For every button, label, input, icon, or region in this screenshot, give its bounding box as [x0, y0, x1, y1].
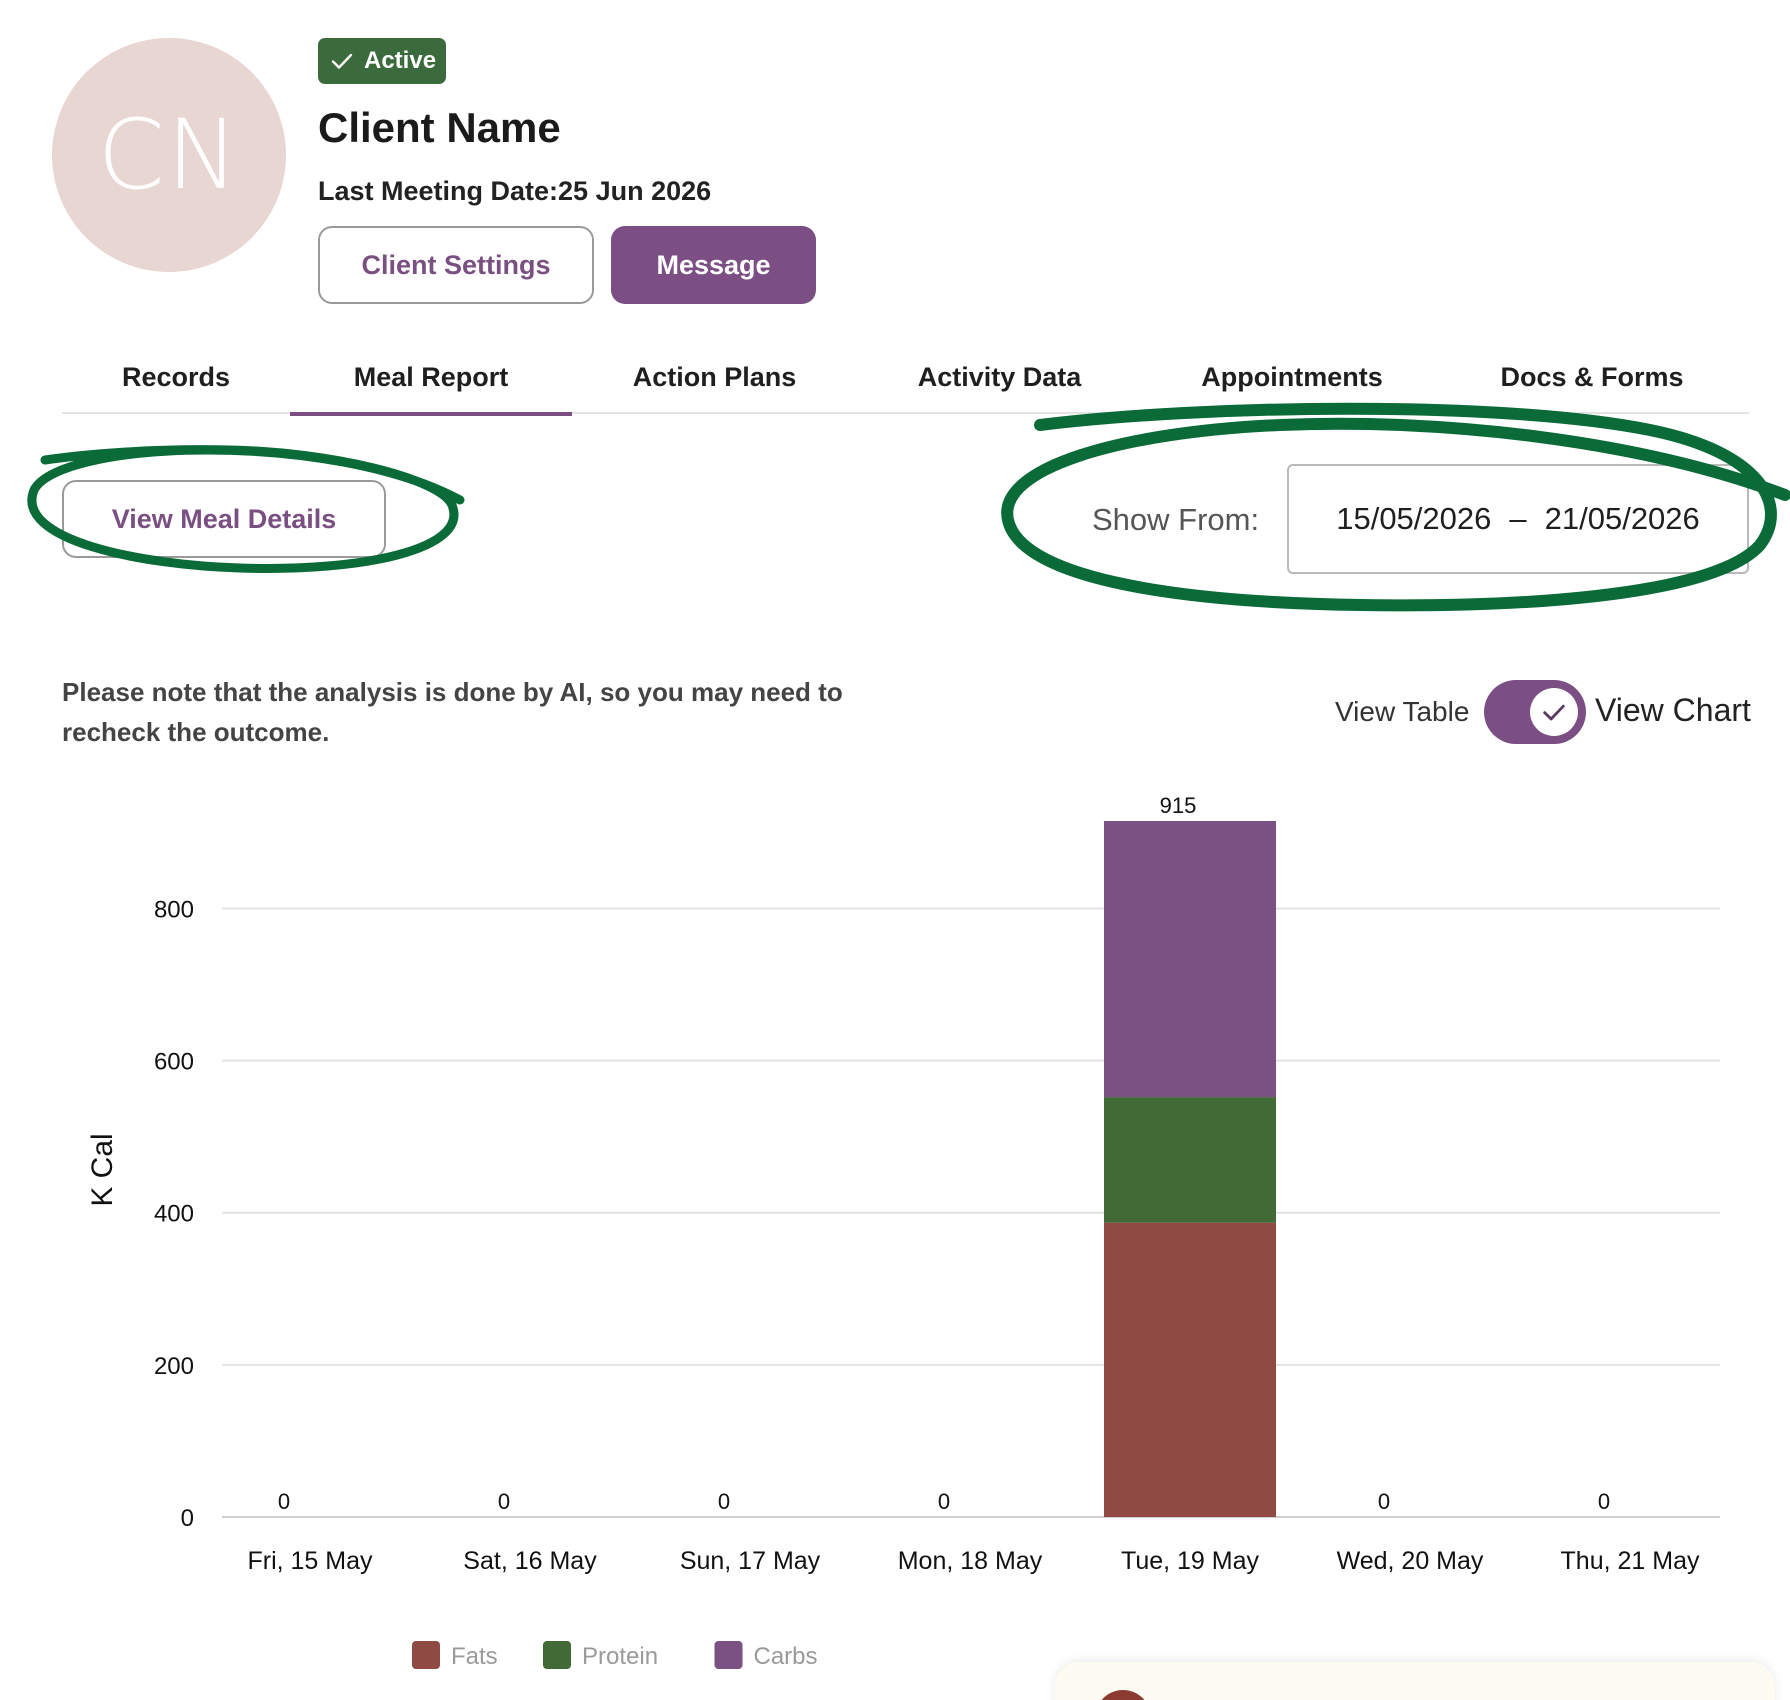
tab-bar: Records Meal Report Action Plans Activit…: [62, 340, 1749, 416]
view-chart-label: View Chart: [1595, 692, 1751, 728]
data-label: 915: [1160, 793, 1197, 818]
legend-label-carbs: Carbs: [754, 1643, 818, 1670]
show-from-label: Show From:: [1092, 502, 1260, 537]
x-tick-label: Fri, 15 May: [247, 1547, 373, 1575]
y-tick-label: 0: [181, 1505, 194, 1532]
x-tick-label: Sat, 16 May: [463, 1547, 597, 1575]
y-tick-label: 400: [154, 1201, 194, 1228]
legend-swatch-protein: [543, 1641, 571, 1669]
bar-segment-carbs: [1104, 821, 1276, 1098]
bar-segment-fats: [1104, 1222, 1276, 1517]
x-tick-label: Thu, 21 May: [1561, 1547, 1700, 1575]
view-table-label: View Table: [1335, 696, 1470, 727]
tab-action-plans[interactable]: Action Plans: [632, 361, 797, 392]
bar-segment-protein: [1104, 1097, 1276, 1223]
y-axis-label: K Cal: [86, 1133, 119, 1206]
toggle-knob: [1530, 688, 1578, 736]
legend-swatch-carbs: [714, 1641, 743, 1669]
tab-appointments[interactable]: Appointments: [1201, 361, 1383, 392]
view-toggle-switch[interactable]: [1484, 680, 1586, 744]
data-label: 0: [938, 1489, 950, 1514]
client-name: Client Name: [318, 104, 561, 151]
last-meeting-date: Last Meeting Date:25 Jun 2026: [318, 176, 712, 206]
message-button[interactable]: Message: [611, 226, 816, 304]
meal-macro-chart: K Cal 0 200 400 600 800 0 Fri, 15 May 0 Sat, 16…: [86, 793, 1720, 1670]
data-label: 0: [1598, 1489, 1610, 1514]
tab-records[interactable]: Records: [121, 361, 231, 392]
x-tick-label: Tue, 19 May: [1121, 1547, 1260, 1575]
y-tick-label: 600: [154, 1049, 194, 1076]
tab-docs-forms[interactable]: Docs & Forms: [1500, 361, 1684, 392]
client-settings-button[interactable]: Client Settings: [318, 226, 594, 304]
ai-analysis-note: Please note that the analysis is done by…: [62, 677, 843, 747]
bottom-card-avatar: [1095, 1690, 1151, 1700]
bottom-popup-card: [1055, 1662, 1775, 1700]
tab-activity-data[interactable]: Activity Data: [917, 361, 1082, 392]
date-range-end: 21/05/2026: [1544, 501, 1700, 536]
x-tick-label: Wed, 20 May: [1337, 1547, 1484, 1575]
avatar: CN: [52, 38, 286, 272]
data-label: 0: [1378, 1489, 1390, 1514]
status-badge: Active: [318, 38, 447, 84]
legend-label-protein: Protein: [582, 1643, 658, 1670]
data-label: 0: [718, 1489, 730, 1514]
avatar-initials: CN: [97, 99, 241, 211]
y-tick-label: 200: [154, 1353, 194, 1380]
date-range-picker[interactable]: 15/05/2026 – 21/05/2026: [1287, 464, 1749, 574]
check-icon: [331, 53, 353, 69]
status-badge-label: Active: [364, 47, 437, 74]
view-meal-details-button[interactable]: View Meal Details: [62, 480, 386, 558]
date-range-separator: –: [1509, 501, 1527, 536]
x-tick-label: Sun, 17 May: [680, 1547, 821, 1575]
check-icon: [1543, 704, 1565, 721]
legend-label-fats: Fats: [451, 1643, 498, 1670]
data-label: 0: [278, 1489, 290, 1514]
date-range-start: 15/05/2026: [1336, 501, 1492, 536]
tab-meal-report[interactable]: Meal Report: [290, 340, 572, 416]
legend-swatch-fats: [412, 1641, 440, 1669]
y-tick-label: 800: [154, 896, 194, 923]
x-tick-label: Mon, 18 May: [898, 1547, 1043, 1575]
data-label: 0: [498, 1489, 510, 1514]
